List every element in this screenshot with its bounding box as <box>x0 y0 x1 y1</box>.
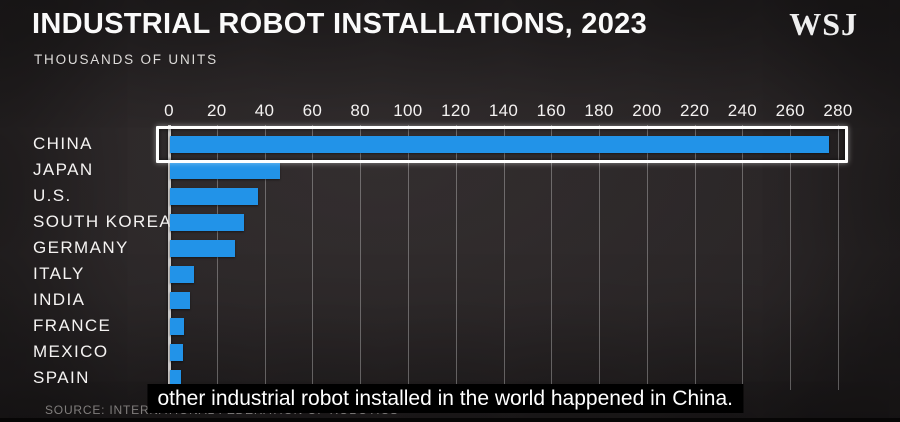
gridline-140 <box>503 125 505 390</box>
x-tick-180: 180 <box>584 101 614 120</box>
bar-u-s <box>170 187 259 205</box>
gridline-20 <box>216 125 218 390</box>
gridline-200 <box>646 125 648 390</box>
gridline-260 <box>790 125 792 390</box>
gridline-80 <box>360 125 362 390</box>
x-tick-20: 20 <box>207 101 227 120</box>
x-tick-80: 80 <box>350 101 370 120</box>
x-tick-200: 200 <box>632 101 662 120</box>
subtitle-caption: other industrial robot installed in the … <box>147 384 744 413</box>
gridline-180 <box>599 125 601 390</box>
bar-italy <box>170 265 194 283</box>
category-label-u-s: U.S. <box>33 186 72 205</box>
chart-units-label: THOUSANDS OF UNITS <box>34 52 218 67</box>
x-tick-120: 120 <box>441 101 471 120</box>
bar-india <box>170 291 191 309</box>
category-label-spain: SPAIN <box>33 368 90 387</box>
bar-germany <box>170 239 235 257</box>
x-tick-220: 220 <box>680 101 710 120</box>
bar-china <box>170 135 830 153</box>
category-label-south-korea: SOUTH KOREA <box>33 212 173 231</box>
category-label-mexico: MEXICO <box>33 342 109 361</box>
category-label-france: FRANCE <box>33 316 112 335</box>
gridline-100 <box>407 125 409 390</box>
bar-japan <box>170 161 280 179</box>
gridline-40 <box>264 125 266 390</box>
x-tick-0: 0 <box>164 101 174 120</box>
category-label-china: CHINA <box>33 134 93 153</box>
category-label-india: INDIA <box>33 290 86 309</box>
y-axis-line <box>167 125 171 390</box>
x-tick-160: 160 <box>536 101 566 120</box>
bar-spain <box>170 369 182 387</box>
wsj-logo: WSJ <box>789 6 858 42</box>
x-tick-100: 100 <box>393 101 423 120</box>
x-tick-40: 40 <box>254 101 275 120</box>
letterbox-strip <box>0 418 900 422</box>
chart-title: INDUSTRIAL ROBOT INSTALLATIONS, 2023 <box>32 8 648 40</box>
bar-mexico <box>170 343 184 361</box>
gridline-60 <box>312 125 314 390</box>
x-tick-140: 140 <box>488 101 519 120</box>
category-label-italy: ITALY <box>33 264 85 283</box>
gridline-240 <box>742 125 744 390</box>
bar-south-korea <box>170 213 245 231</box>
gridline-280 <box>838 125 839 390</box>
category-label-japan: JAPAN <box>33 160 94 179</box>
x-tick-280: 280 <box>823 101 853 120</box>
gridline-160 <box>551 125 553 390</box>
category-label-germany: GERMANY <box>33 238 129 257</box>
x-tick-240: 240 <box>727 101 758 120</box>
bar-france <box>170 317 185 335</box>
china-highlight-box <box>156 126 848 163</box>
gridline-120 <box>455 125 457 390</box>
x-tick-260: 260 <box>775 101 805 120</box>
gridline-220 <box>694 125 696 390</box>
x-tick-60: 60 <box>302 101 323 120</box>
